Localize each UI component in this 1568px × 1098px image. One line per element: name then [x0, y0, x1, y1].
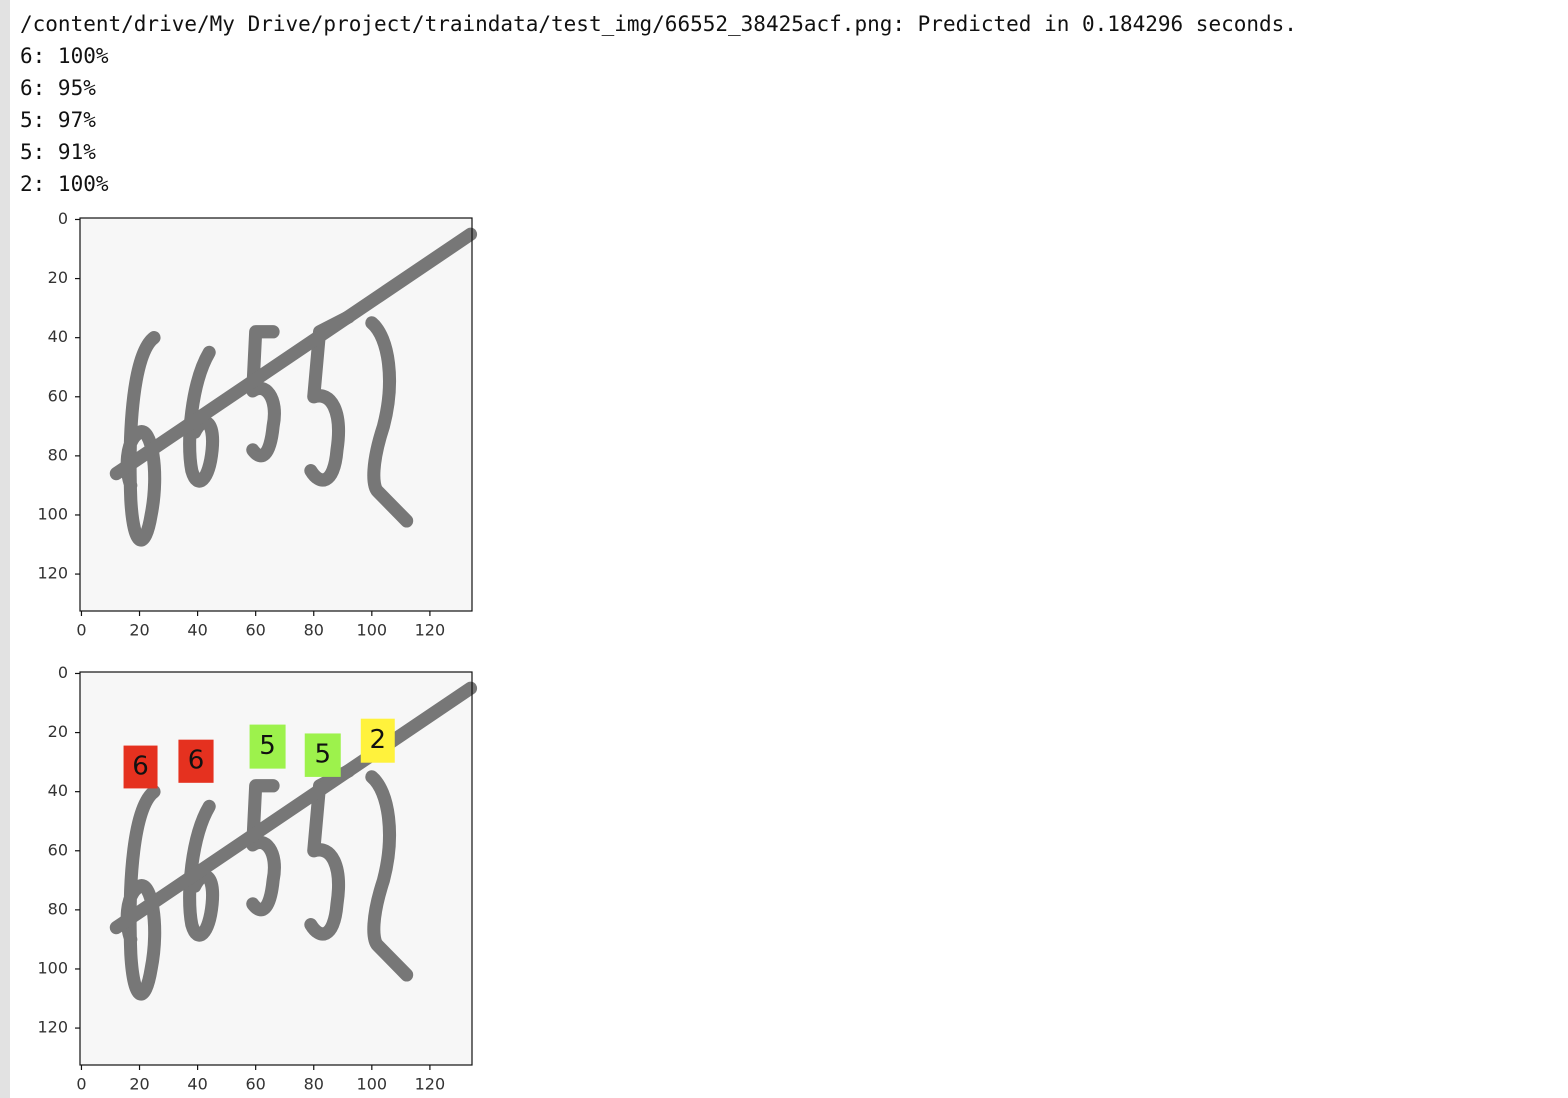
- x-tick-label: 40: [187, 621, 207, 640]
- x-tick-label: 100: [357, 621, 388, 640]
- output-line: 5: 97%: [20, 108, 96, 132]
- y-tick-label: 60: [48, 840, 68, 859]
- detection-box: [249, 724, 286, 769]
- x-tick-label: 20: [129, 621, 149, 640]
- x-tick-label: 0: [76, 1075, 86, 1094]
- x-tick-label: 80: [304, 1075, 324, 1094]
- y-tick-label: 0: [58, 209, 68, 228]
- box-label: 6: [132, 751, 149, 781]
- detection-box: [304, 733, 341, 777]
- output-line: 6: 100%: [20, 44, 109, 68]
- output-line: /content/drive/My Drive/project/traindat…: [20, 12, 1297, 36]
- y-tick-label: 20: [48, 722, 68, 741]
- axes-frame: [79, 671, 473, 1066]
- x-tick-label: 120: [415, 1075, 446, 1094]
- detection-box: [123, 745, 158, 789]
- x-tick-label: 40: [187, 1075, 207, 1094]
- y-tick-label: 120: [37, 1018, 68, 1037]
- gutter: [0, 0, 10, 1098]
- y-tick-label: 100: [37, 504, 68, 523]
- y-tick-label: 60: [48, 386, 68, 405]
- y-tick-label: 0: [58, 663, 68, 682]
- x-tick-label: 80: [304, 621, 324, 640]
- y-tick-label: 80: [48, 445, 68, 464]
- detection-box: [178, 739, 214, 783]
- x-tick-label: 60: [245, 621, 265, 640]
- box-label: 5: [259, 731, 276, 761]
- box-label: 6: [188, 746, 205, 776]
- axes-frame: [79, 217, 473, 612]
- output-line: 6: 95%: [20, 76, 96, 100]
- output-line: 2: 100%: [20, 172, 109, 196]
- subplot: 0 20 40 60 80 100 120 0 20 40 60 80 100 120: [37, 209, 472, 640]
- box-label: 5: [314, 740, 331, 770]
- box-label: 2: [370, 725, 387, 755]
- y-tick-label: 120: [37, 564, 68, 583]
- y-tick-label: 40: [48, 781, 68, 800]
- cell-output: /content/drive/My Drive/project/traindat…: [20, 8, 1297, 200]
- x-tick-label: 60: [245, 1075, 265, 1094]
- output-line: 5: 91%: [20, 140, 96, 164]
- x-tick-label: 20: [129, 1075, 149, 1094]
- y-tick-label: 40: [48, 327, 68, 346]
- y-tick-label: 100: [37, 958, 68, 977]
- y-tick-label: 20: [48, 268, 68, 287]
- x-tick-label: 120: [415, 621, 446, 640]
- x-tick-label: 0: [76, 621, 86, 640]
- detection-box: [360, 718, 395, 763]
- y-tick-label: 80: [48, 899, 68, 918]
- x-tick-label: 100: [357, 1075, 388, 1094]
